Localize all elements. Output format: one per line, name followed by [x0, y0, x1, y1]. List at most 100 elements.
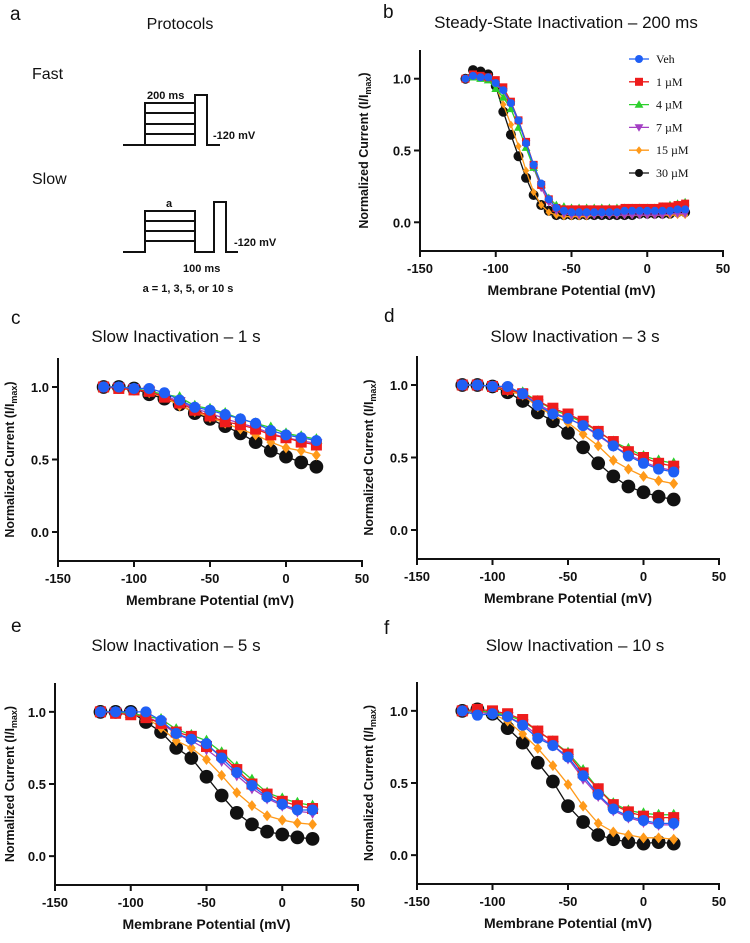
data-point: [231, 766, 243, 778]
data-point: [279, 449, 293, 464]
data-point: [522, 139, 531, 148]
data-point: [591, 456, 606, 471]
x-axis-label: Membrane Potential (mV): [484, 915, 652, 931]
fast-label: Fast: [32, 66, 64, 83]
x-tick-label: 50: [351, 895, 365, 910]
data-point: [681, 205, 690, 214]
data-point: [305, 831, 320, 846]
chart-b: -150 -100 -50 0 50 0.0 0.5 1.0 Membrane Potentia…: [357, 50, 730, 298]
data-point: [487, 708, 498, 720]
y-tick-label: 0.5: [390, 451, 408, 466]
legend-item: 7 µM: [629, 120, 683, 134]
legend-label: 4 µM: [656, 98, 683, 112]
data-point: [232, 787, 242, 799]
y-tick-label: 1.0: [390, 378, 408, 393]
data-point: [499, 86, 508, 95]
series-Veh: [461, 71, 690, 217]
series-line: [462, 384, 674, 501]
y-tick-label: 0.0: [393, 215, 411, 230]
data-point: [668, 812, 680, 824]
y-tick-label: 0.5: [390, 776, 408, 791]
data-point: [537, 179, 546, 188]
data-point: [491, 79, 500, 88]
data-point: [592, 789, 604, 801]
data-point: [471, 703, 483, 715]
data-point: [547, 408, 559, 420]
data-point: [202, 753, 211, 765]
y-tick-label: 1.0: [28, 705, 46, 720]
x-tick-label: -150: [45, 571, 71, 586]
data-point: [280, 429, 292, 441]
series-Veh: [98, 381, 322, 447]
data-point: [561, 425, 575, 440]
x-tick-label: 50: [716, 261, 730, 276]
chart-title-f: Slow Inactivation – 10 s: [486, 636, 665, 655]
data-point: [518, 728, 528, 740]
data-point: [308, 818, 317, 830]
data-point: [538, 201, 545, 210]
data-point: [605, 208, 614, 217]
data-point: [260, 824, 274, 839]
series-15M: [462, 70, 689, 221]
data-point: [567, 208, 576, 217]
data-point: [471, 709, 483, 721]
data-point: [456, 379, 468, 391]
chart-d: -150 -100 -50 0 50 0.0 0.5 1.0 Membrane Potentia…: [362, 356, 726, 606]
panel-letter-f: f: [384, 618, 390, 639]
x-tick-label: -50: [559, 894, 578, 909]
data-point: [234, 419, 246, 431]
legend-label: Veh: [656, 52, 675, 66]
data-point: [575, 208, 584, 217]
data-point: [658, 206, 667, 215]
data-point: [277, 814, 287, 826]
data-point: [498, 106, 509, 117]
data-point: [484, 73, 493, 82]
chart-title-e: Slow Inactivation – 5 s: [91, 636, 260, 655]
chart-title-d: Slow Inactivation – 3 s: [490, 327, 659, 346]
data-point: [681, 199, 690, 208]
legend-label: 7 µM: [656, 120, 683, 134]
series-Veh: [94, 706, 319, 816]
data-point: [673, 201, 682, 210]
x-tick-label: -100: [479, 894, 505, 909]
x-axis-label: Membrane Potential (mV): [487, 282, 655, 298]
data-point: [665, 206, 674, 215]
series-Veh: [456, 379, 680, 478]
data-point: [216, 752, 228, 764]
x-tick-label: -100: [118, 895, 144, 910]
y-tick-label: 1.0: [393, 72, 411, 87]
data-point: [529, 160, 538, 169]
data-point: [639, 470, 648, 482]
data-point: [158, 387, 170, 399]
x-tick-label: 50: [712, 894, 726, 909]
data-point: [217, 769, 227, 781]
data-point: [578, 800, 588, 812]
x-tick-label: -150: [404, 569, 430, 584]
data-point: [294, 455, 309, 470]
data-point: [189, 401, 201, 413]
slow-label: Slow: [32, 171, 67, 188]
data-point: [461, 74, 470, 83]
data-point: [638, 457, 649, 469]
data-point: [622, 450, 634, 462]
data-point: [276, 798, 288, 810]
data-point: [592, 783, 604, 795]
data-point: [170, 728, 182, 739]
data-point: [668, 466, 680, 478]
legend-label: 1 µM: [656, 75, 683, 89]
x-axis-label: Membrane Potential (mV): [126, 592, 294, 608]
data-point: [665, 202, 674, 211]
data-point: [515, 735, 530, 750]
data-point: [128, 382, 140, 394]
data-point: [263, 443, 278, 458]
data-point: [295, 432, 307, 444]
legend-item: 15 µM: [629, 143, 689, 157]
series-30M: [455, 378, 681, 507]
panel-letter-e: e: [11, 616, 22, 637]
data-point: [487, 380, 498, 392]
data-point: [502, 711, 514, 723]
data-point: [552, 203, 561, 212]
y-tick-label: 0.0: [390, 523, 408, 538]
series-30M: [455, 702, 681, 851]
data-point: [201, 738, 212, 750]
